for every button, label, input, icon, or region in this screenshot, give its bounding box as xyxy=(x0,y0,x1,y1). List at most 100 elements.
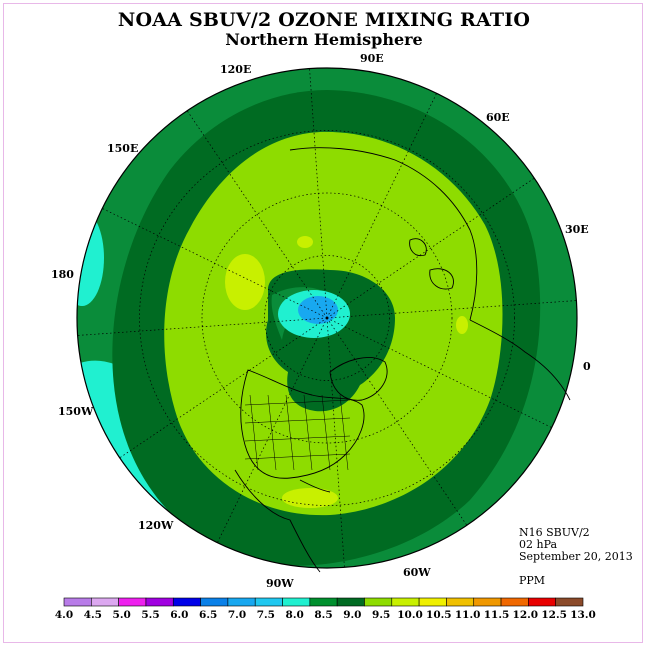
units-label: PPM xyxy=(519,574,546,587)
colorbar-swatch xyxy=(309,597,338,607)
ozone-field xyxy=(77,68,577,568)
lon-label-180: 180 xyxy=(51,268,74,281)
colorbar-swatch xyxy=(118,597,147,607)
scandinavia-coastline xyxy=(429,268,454,290)
yellow-lime-patch-west xyxy=(225,254,265,310)
colorbar-swatch xyxy=(391,597,420,607)
meridian-line xyxy=(326,317,468,526)
colorbar-tick-label: 11.5 xyxy=(484,609,510,621)
instrument-label: N16 SBUV/2 xyxy=(519,526,590,539)
pressure-level-label: 02 hPa xyxy=(519,538,558,551)
state-boundary xyxy=(244,435,351,442)
colorbar: 4.0 4.5 5.0 5.5 6.0 6.5 7.0 7.5 8.0 8.5 9.0 9.5 10.0… xyxy=(55,597,596,621)
state-boundary xyxy=(303,394,313,471)
meridian-line xyxy=(326,317,345,568)
state-boundary xyxy=(339,394,349,471)
colorbar-tick-label: 9.5 xyxy=(372,609,390,621)
state-boundary xyxy=(249,394,259,471)
colorbar-swatch xyxy=(172,597,201,607)
north-america-coastline xyxy=(240,369,365,479)
central-america-coastline xyxy=(234,469,321,573)
colorbar-swatch xyxy=(446,597,475,607)
colorbar-tick-label: 7.0 xyxy=(228,609,246,621)
figure-frame xyxy=(3,3,643,643)
state-boundary xyxy=(321,394,331,471)
greenland-coastline xyxy=(329,357,388,401)
colorbar-swatch xyxy=(91,597,119,607)
meridian-line xyxy=(326,177,535,319)
lon-label-150e: 150E xyxy=(107,142,139,155)
colorbar-tick-label: 11.0 xyxy=(455,609,481,621)
meridian-line xyxy=(119,317,328,459)
colorbar-swatch xyxy=(63,597,92,607)
colorbar-tick-label: 4.5 xyxy=(84,609,102,621)
meridian-line xyxy=(77,317,328,336)
colorbar-tick-label: 8.0 xyxy=(286,609,304,621)
graticule xyxy=(77,68,577,568)
colorbar-tick-label: 6.5 xyxy=(199,609,217,621)
meridian-line xyxy=(326,300,577,319)
eurasia-north-coastline xyxy=(289,147,478,321)
lon-label-150w: 150W xyxy=(58,405,94,418)
cyan-ozone-patch-north xyxy=(77,210,104,306)
colorbar-swatch xyxy=(336,597,365,607)
colorbar-swatch xyxy=(227,597,256,607)
map-border xyxy=(76,67,578,569)
colorbar-tick-label: 12.0 xyxy=(513,609,539,621)
colorbar-tick-label: 7.5 xyxy=(257,609,275,621)
blue-low-ozone-core xyxy=(298,296,338,324)
meridian-line xyxy=(217,317,328,543)
arctic-island-coastline xyxy=(409,238,427,257)
meridian-line xyxy=(326,93,437,319)
colorbar-tick-label: 5.5 xyxy=(141,609,159,621)
colorbar-swatch xyxy=(145,597,174,607)
caribbean-coastline xyxy=(299,479,331,493)
meridian-line xyxy=(186,110,328,319)
state-boundary xyxy=(244,399,351,406)
colorbar-tick-label: 12.5 xyxy=(541,609,567,621)
lon-label-120e: 120E xyxy=(220,63,252,76)
date-label: September 20, 2013 xyxy=(519,550,633,563)
colorbar-swatch xyxy=(555,597,584,607)
colorbar-tick-label: 10.5 xyxy=(426,609,452,621)
colorbar-swatch xyxy=(528,597,556,607)
state-boundary xyxy=(244,417,351,424)
colorbar-swatch xyxy=(364,597,393,607)
colorbar-swatch xyxy=(473,597,502,607)
colorbar-swatch xyxy=(500,597,529,607)
meridian-line xyxy=(309,68,328,319)
colorbar-tick-label: 5.0 xyxy=(113,609,131,621)
state-boundary xyxy=(244,453,351,460)
colorbar-swatch xyxy=(282,597,311,607)
yellow-lime-patch-south xyxy=(282,488,338,508)
meridian-line xyxy=(102,208,328,319)
colorbar-tick-label: 13.0 xyxy=(570,609,596,621)
yellow-lime-patch-north xyxy=(297,236,313,248)
map-subtitle: Northern Hemisphere xyxy=(225,30,423,49)
state-boundary xyxy=(285,394,295,471)
map-title: NOAA SBUV/2 OZONE MIXING RATIO xyxy=(117,9,531,31)
lon-label-90e: 90E xyxy=(360,52,384,65)
colorbar-swatch xyxy=(254,597,283,607)
lon-label-30e: 30E xyxy=(565,223,589,236)
latitude-circle xyxy=(139,130,515,506)
coastlines xyxy=(234,147,571,573)
colorbar-tick-label: 9.0 xyxy=(343,609,361,621)
lon-label-120w: 120W xyxy=(138,519,174,532)
colorbar-tick-label: 4.0 xyxy=(55,609,73,621)
latitude-circle xyxy=(264,255,390,381)
lon-label-0: 0 xyxy=(583,360,591,373)
lon-label-90w: 90W xyxy=(266,577,294,590)
colorbar-tick-label: 6.0 xyxy=(170,609,188,621)
colorbar-tick-label: 10.0 xyxy=(397,609,423,621)
meridian-line xyxy=(326,317,552,428)
lon-label-60w: 60W xyxy=(403,566,431,579)
lon-label-60e: 60E xyxy=(486,111,510,124)
yellow-lime-patch-east xyxy=(456,316,468,334)
colorbar-swatch xyxy=(200,597,229,607)
colorbar-tick-label: 8.5 xyxy=(314,609,332,621)
us-state-boundaries xyxy=(244,394,351,471)
europe-coastline xyxy=(469,319,571,401)
colorbar-swatch xyxy=(418,597,447,607)
